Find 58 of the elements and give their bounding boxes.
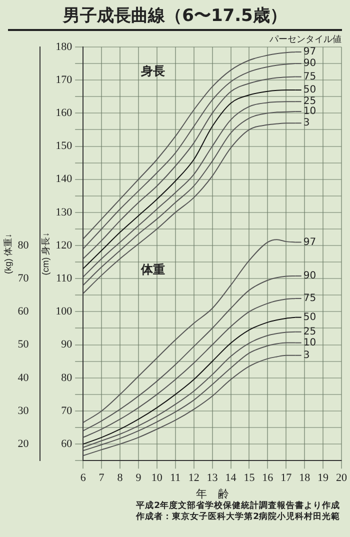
x-tick-label: 13: [206, 472, 218, 484]
legend-label: 75: [303, 293, 316, 304]
x-tick-label: 16: [262, 472, 274, 484]
y-tick-label: 90: [61, 338, 73, 351]
y2-tick-label: 30: [18, 404, 30, 417]
x-tick-label: 17: [280, 472, 292, 484]
y-tick-label: 80: [61, 372, 73, 384]
y2-tick-label: 40: [18, 372, 30, 384]
legend-label: 25: [303, 326, 316, 338]
y-tick-label: 120: [56, 239, 73, 252]
y-tick-label: 110: [56, 272, 73, 285]
x-tick-label: 12: [188, 472, 200, 484]
y2-tick-label: 70: [18, 272, 30, 285]
x-tick-label: 14: [225, 472, 237, 484]
x-tick-label: 7: [98, 472, 105, 484]
annotation: 体重: [140, 262, 165, 276]
y-tick-label: 180: [56, 40, 73, 53]
y-tick-label: 160: [56, 107, 73, 120]
x-tick-label: 20: [336, 472, 348, 484]
y2-tick-label: 60: [18, 306, 30, 318]
legend-label: 90: [303, 270, 316, 282]
legend-label: 90: [303, 58, 316, 70]
y-tick-label: 170: [56, 74, 73, 86]
legend-title: パーセンタイル値: [268, 34, 342, 45]
y-tick-label: 140: [56, 173, 73, 186]
y-tick-label: 100: [56, 306, 73, 318]
y-axis-title: (cm) 身長↓: [40, 232, 51, 276]
legend-label: 10: [303, 106, 316, 118]
y2-tick-label: 80: [18, 239, 30, 252]
y2-tick-label: 20: [18, 438, 30, 450]
legend-label: 97: [303, 236, 316, 248]
x-tick-label: 15: [244, 472, 256, 484]
annotation: 身長: [140, 64, 165, 78]
y2-axis-title: (kg) 体重↓: [2, 234, 13, 274]
x-tick-label: 9: [136, 472, 142, 484]
y-tick-label: 130: [56, 206, 73, 218]
x-tick-label: 11: [170, 472, 181, 484]
legend-label: 25: [303, 96, 316, 108]
legend-label: 50: [303, 84, 316, 96]
legend-label: 97: [303, 46, 316, 58]
x-tick-label: 8: [117, 472, 124, 484]
legend-label: 3: [303, 350, 310, 361]
y-tick-label: 60: [61, 438, 73, 450]
text: 平成2年度文部省学校保健統計調査報告書より作成: [135, 501, 340, 512]
x-tick-label: 6: [80, 472, 86, 484]
legend-label: 10: [303, 337, 316, 348]
x-tick-label: 19: [318, 472, 330, 484]
y2-tick-label: 50: [18, 338, 30, 351]
legend-label: 50: [303, 312, 316, 323]
chart-title: 男子成長曲線（6〜17.5歳）: [8, 0, 342, 31]
legend-label: 3: [303, 118, 310, 129]
text: 作成者：東京女子医科大学第2病院小児科村田光範: [134, 512, 340, 523]
y-tick-label: 70: [61, 404, 73, 417]
x-tick-label: 10: [151, 472, 163, 484]
y-tick-label: 150: [56, 140, 73, 152]
x-axis-title: 年 齢: [196, 488, 229, 500]
legend-label: 75: [303, 71, 316, 82]
x-tick-label: 18: [299, 472, 311, 484]
